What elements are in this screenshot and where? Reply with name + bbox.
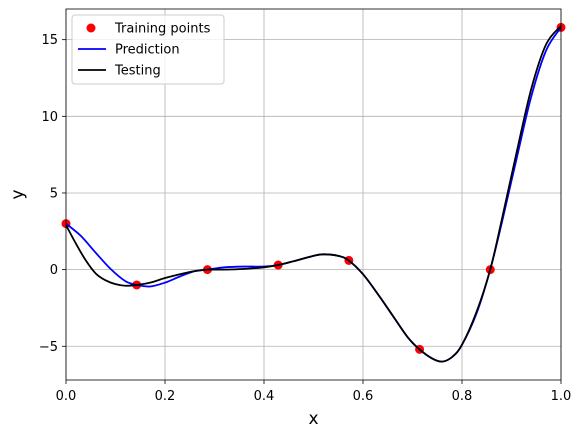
x-tick-label: 0.4 <box>254 389 275 404</box>
x-tick-label: 0.6 <box>353 389 374 404</box>
legend-label-training-points: Training points <box>114 22 211 37</box>
y-tick-label: 5 <box>50 186 58 201</box>
x-tick-label: 0.0 <box>56 389 77 404</box>
y-tick-label: 10 <box>41 110 58 125</box>
x-tick-label: 0.2 <box>155 389 176 404</box>
plot-frame <box>65 8 562 381</box>
ticks: 0.0 0.2 0.4 0.6 0.8 1.0 −5 0 5 10 15 <box>39 33 572 404</box>
y-tick-label: 0 <box>50 263 58 278</box>
x-tick-label: 1.0 <box>551 389 572 404</box>
x-axis-label: x <box>308 409 318 429</box>
legend-label-prediction: Prediction <box>115 43 180 58</box>
legend-marker-training-points <box>86 23 96 33</box>
legend-label-testing: Testing <box>114 64 161 79</box>
x-tick-label: 0.8 <box>452 389 473 404</box>
legend-box <box>71 14 225 85</box>
testing-line <box>66 25 561 363</box>
y-axis-label: y <box>8 189 28 199</box>
y-tick-label: −5 <box>39 340 58 355</box>
legend: Training points Prediction Testing <box>71 14 225 85</box>
y-tick-label: 15 <box>41 33 58 48</box>
